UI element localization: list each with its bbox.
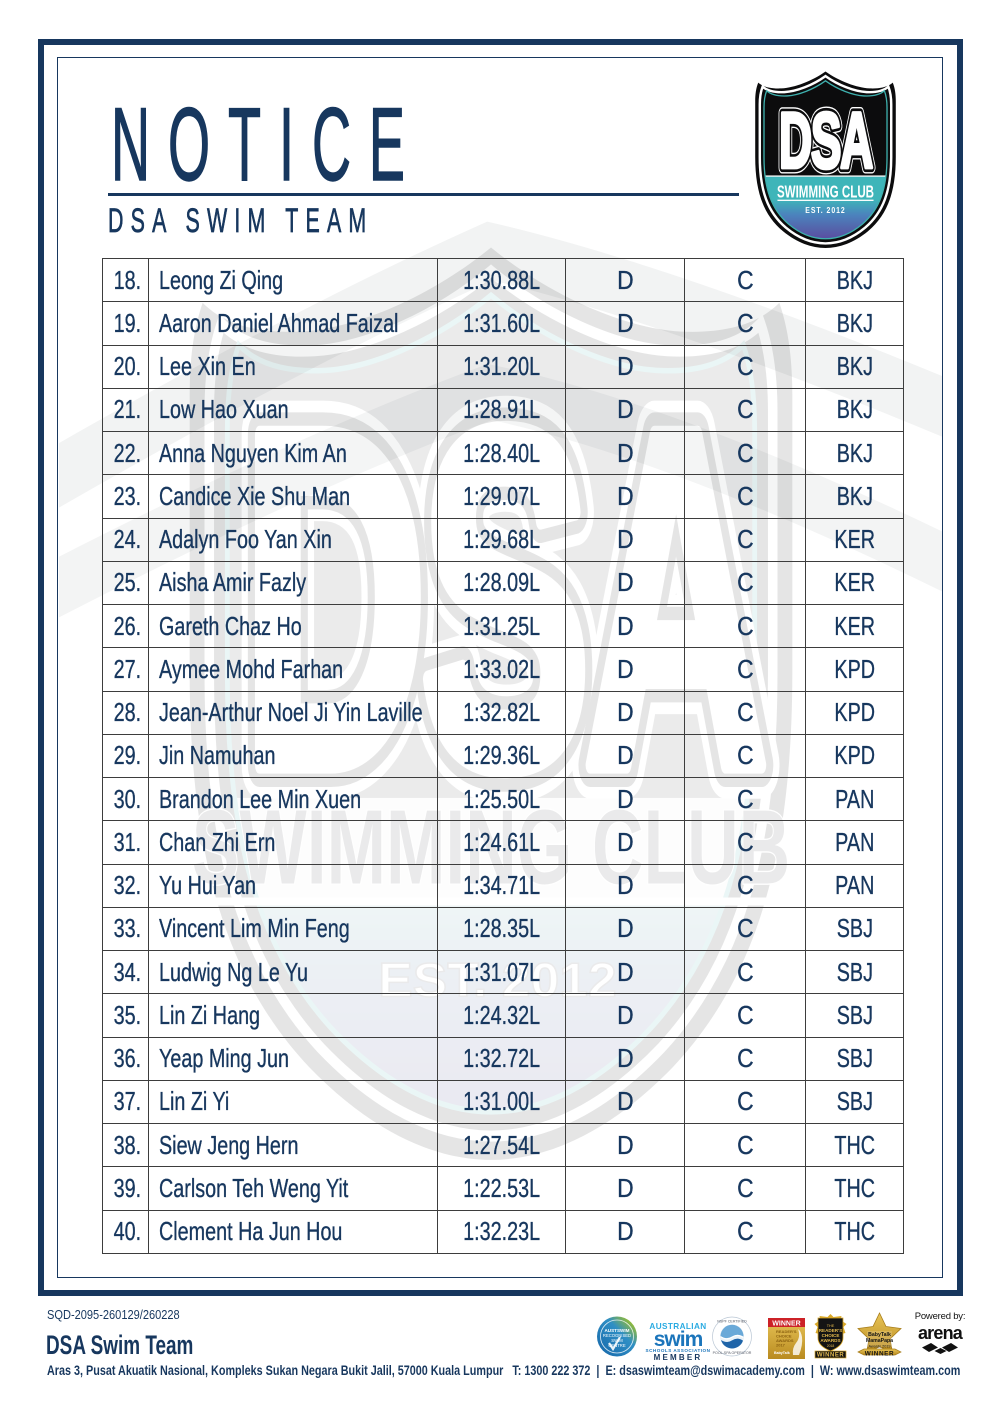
svg-text:WINNER: WINNER [772, 1320, 800, 1327]
svg-text:NSPF CERTIFIED: NSPF CERTIFIED [717, 1320, 747, 1324]
svg-text:DSA: DSA [779, 97, 872, 185]
svg-text:SCHOOLS ASSOCIATION: SCHOOLS ASSOCIATION [646, 1348, 711, 1353]
svg-text:2017: 2017 [776, 1343, 786, 1348]
svg-text:CHOICE: CHOICE [822, 1333, 840, 1338]
svg-text:THE: THE [827, 1324, 835, 1328]
svg-text:EST. 2012: EST. 2012 [805, 205, 845, 215]
svg-text:BabyTalk: BabyTalk [868, 1332, 891, 1338]
svg-text:SWIMMING CLUB: SWIMMING CLUB [777, 181, 874, 201]
svg-text:MEMBER: MEMBER [654, 1353, 703, 1362]
svg-text:RECOGNISED: RECOGNISED [603, 1333, 631, 1338]
svg-text:BabyTalk: BabyTalk [774, 1351, 790, 1355]
svg-text:Awards 2019: Awards 2019 [868, 1345, 890, 1349]
svg-text:MamaPapa: MamaPapa [866, 1338, 893, 1344]
svg-text:CHOICE: CHOICE [776, 1334, 792, 1339]
svg-text:2018: 2018 [827, 1344, 835, 1348]
svg-text:arena: arena [918, 1323, 964, 1343]
svg-text:POOL-SPA OPERATOR: POOL-SPA OPERATOR [713, 1351, 752, 1355]
svg-text:Powered by:: Powered by: [915, 1311, 966, 1322]
svg-text:READER'S: READER'S [776, 1329, 797, 1334]
svg-text:WINNER: WINNER [865, 1350, 895, 1357]
svg-text:AWARDS: AWARDS [776, 1338, 794, 1343]
svg-text:DSA: DSA [779, 97, 872, 185]
svg-text:swim: swim [654, 1328, 703, 1351]
svg-text:CENTRE: CENTRE [608, 1343, 625, 1348]
svg-text:WINNER: WINNER [817, 1353, 844, 1359]
svg-text:DSA: DSA [779, 97, 872, 185]
svg-text:AUSTSWIM: AUSTSWIM [604, 1328, 629, 1333]
svg-text:AUSTRALIAN: AUSTRALIAN [649, 1322, 706, 1331]
svg-text:AWARDS: AWARDS [820, 1338, 840, 1343]
svg-text:READER'S: READER'S [819, 1328, 843, 1333]
